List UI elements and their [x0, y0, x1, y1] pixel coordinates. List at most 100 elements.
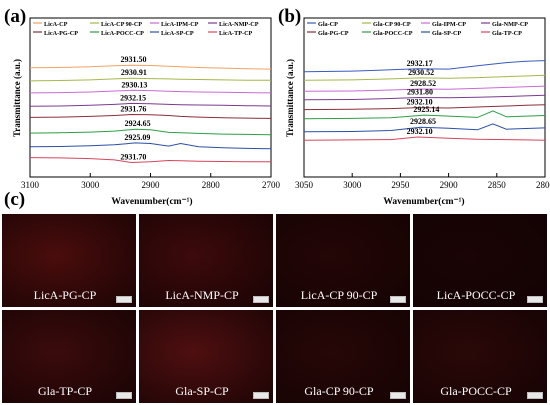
chart-a-xlabel: Wavenumber(cm⁻¹)	[111, 196, 192, 207]
x-tick-label: 2850	[488, 180, 507, 190]
x-tick-label: 2800	[202, 180, 221, 190]
scale-bar	[390, 392, 406, 399]
peak-label: 2930.52	[408, 68, 434, 77]
x-tick-label: 2800	[536, 180, 550, 190]
micrograph-gla-tp: Gla-TP-CP	[2, 310, 136, 403]
peak-label: 2931.80	[407, 88, 433, 97]
micrograph-gla-pocc: Gla-POCC-CP	[413, 310, 547, 403]
chart-b-lines	[303, 60, 546, 141]
micrograph-licA-nmp: LicA-NMP-CP	[139, 214, 273, 307]
scale-bar	[390, 296, 406, 303]
series-line	[303, 123, 546, 133]
micrograph-gla-sp: Gla-SP-CP	[139, 310, 273, 403]
legend-label: Gla-CP 90-CP	[373, 21, 411, 28]
micrograph-label: Gla-SP-CP	[175, 384, 229, 398]
scale-bar	[253, 392, 269, 399]
chart-a-ticks: 3100 3000 2900 2800 2700	[21, 173, 281, 190]
series-line	[29, 157, 271, 164]
chart-a: Transmittance (a.u.) Wavenumber(cm⁻¹) Li…	[12, 17, 281, 207]
micrograph-label: LicA-CP 90-CP	[300, 288, 378, 302]
peak-label: 2931.50	[121, 55, 147, 64]
series-line	[29, 102, 272, 107]
x-tick-label: 2900	[440, 180, 459, 190]
micrograph-gla-cp90: Gla-CP 90-CP	[276, 310, 410, 403]
peak-label: 2925.14	[413, 105, 439, 114]
chart-a-ylabel: Transmittance (a.u.)	[12, 59, 22, 137]
legend-label: Gla-POCC-CP	[373, 30, 413, 37]
peak-label: 2930.91	[121, 68, 147, 77]
scale-bar	[527, 392, 543, 399]
chart-b-xlabel: Wavenumber(cm⁻¹)	[383, 196, 464, 207]
series-line	[29, 89, 272, 94]
series-line	[29, 142, 272, 150]
legend-label: Gla-SP-CP	[432, 30, 461, 37]
series-line	[29, 77, 271, 82]
chart-b-ylabel: Transmittance (a.u.)	[285, 59, 295, 137]
x-tick-label: 2700	[262, 180, 281, 190]
x-tick-label: 3100	[21, 180, 40, 190]
micrograph-label: Gla-POCC-CP	[440, 384, 512, 398]
legend-label: LicA-POCC-CP	[101, 30, 144, 37]
peak-label: 2925.09	[124, 133, 150, 142]
panel-label-c: (c)	[4, 189, 25, 210]
panel-label-a: (a)	[4, 6, 26, 27]
legend-label: Gla-CP	[318, 21, 338, 28]
chart-b-legend: Gla-CP Gla-CP 90-CP Gla-IPM-CP Gla-NMP-CP Gl…	[307, 21, 528, 37]
x-tick-label: 3050	[295, 180, 314, 190]
series-line	[303, 136, 546, 141]
x-tick-label: 2900	[142, 180, 161, 190]
series-line	[303, 60, 546, 73]
micrograph-licA-pg: LicA-PG-CP	[2, 214, 136, 307]
series-line	[29, 128, 272, 136]
x-tick-label: 3000	[343, 180, 362, 190]
peak-label: 2928.65	[410, 117, 436, 126]
scale-bar	[253, 296, 269, 303]
scale-bar	[116, 392, 132, 399]
scale-bar	[527, 296, 543, 303]
micrograph-grid: LicA-PG-CP LicA-NMP-CP LicA-CP 90-CP Lic…	[0, 214, 550, 405]
chart-b-frame	[303, 17, 546, 178]
micrograph-label: LicA-PG-CP	[33, 288, 97, 302]
peak-label: 2924.65	[125, 119, 151, 128]
scale-bar	[116, 296, 132, 303]
peak-label: 2928.52	[410, 79, 436, 88]
legend-label: LicA-CP	[44, 21, 68, 28]
peak-label: 2932.10	[407, 127, 433, 136]
chart-a-peaks: 2931.50 2930.91 2930.13 2932.15 2931.76 2924.…	[120, 55, 151, 161]
legend-label: LicA-IPM-CP	[161, 21, 199, 28]
peak-label: 2932.15	[120, 93, 146, 102]
legend-label: Gla-TP-CP	[492, 30, 522, 37]
series-line	[29, 113, 272, 119]
chart-b: Transmittance (a.u.) Wavenumber(cm⁻¹) Gl…	[285, 17, 550, 207]
chart-a-legend: LicA-CP LicA-CP 90-CP LicA-IPM-CP LicA-NMP-…	[33, 21, 259, 37]
legend-label: LicA-PG-CP	[44, 30, 78, 37]
legend-label: Gla-NMP-CP	[492, 21, 528, 28]
series-line	[303, 74, 546, 81]
series-line	[303, 85, 546, 92]
legend-label: LicA-SP-CP	[161, 30, 194, 37]
micrograph-label: LicA-POCC-CP	[436, 288, 516, 302]
micrograph-licA-pocc: LicA-POCC-CP	[413, 214, 547, 307]
legend-label: LicA-TP-CP	[219, 30, 253, 37]
peak-label: 2932.17	[407, 59, 433, 68]
legend-label: Gla-PG-CP	[318, 30, 349, 37]
chart-a-frame	[29, 17, 272, 178]
series-line	[303, 104, 546, 111]
series-line	[303, 94, 546, 101]
x-tick-label: 3000	[81, 180, 100, 190]
peak-label: 2932.10	[407, 98, 433, 107]
legend-label: LicA-NMP-CP	[219, 21, 259, 28]
chart-b-ticks: 3050 3000 2950 2900 2850 2800	[295, 173, 550, 190]
legend-label: Gla-IPM-CP	[432, 21, 466, 28]
chart-a-lines	[29, 64, 272, 164]
peak-label: 2931.76	[120, 104, 146, 113]
micrograph-label: Gla-CP 90-CP	[304, 384, 374, 398]
chart-b-peaks: 2932.172930.522928.522931.802932.102925.…	[407, 59, 440, 136]
peak-label: 2930.13	[121, 80, 147, 89]
legend-label: LicA-CP 90-CP	[101, 21, 142, 28]
micrograph-label: LicA-NMP-CP	[165, 288, 239, 302]
series-line	[29, 64, 272, 70]
panel-label-b: (b)	[278, 6, 301, 27]
x-tick-label: 2950	[391, 180, 410, 190]
